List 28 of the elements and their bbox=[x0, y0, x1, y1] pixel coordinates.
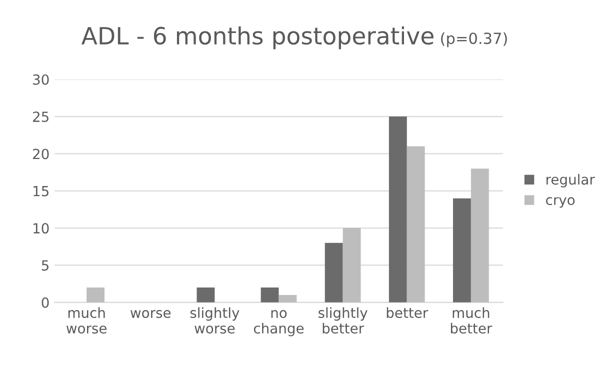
bar bbox=[388, 116, 407, 302]
y-tick-label: 25 bbox=[33, 112, 48, 122]
bar bbox=[324, 242, 343, 302]
legend-label: cryo bbox=[546, 197, 575, 208]
bar bbox=[278, 294, 297, 302]
bar bbox=[453, 198, 471, 302]
x-tick-label: slightly worse bbox=[190, 307, 240, 334]
bar bbox=[342, 228, 361, 302]
x-tick-label: much better bbox=[450, 307, 492, 334]
bar bbox=[470, 168, 489, 302]
x-tick-label: better bbox=[386, 307, 428, 318]
x-tick-label: slightly better bbox=[318, 307, 368, 334]
chart-title: ADL - 6 months postoperative bbox=[81, 26, 434, 50]
x-tick-label: no change bbox=[254, 310, 304, 336]
y-tick-label: 20 bbox=[33, 148, 49, 160]
bar bbox=[406, 146, 425, 302]
y-tick-label: 30 bbox=[33, 74, 49, 85]
y-tick-label: 5 bbox=[42, 260, 48, 271]
x-tick-label: much worse bbox=[66, 307, 107, 334]
x-tick-label: worse bbox=[130, 310, 171, 318]
bar bbox=[260, 288, 279, 302]
bar bbox=[196, 288, 215, 302]
chart-subtitle: (p=0.37) bbox=[441, 32, 507, 48]
legend-label: regular bbox=[546, 174, 595, 188]
y-tick-label: 15 bbox=[34, 186, 48, 196]
y-tick-label: 10 bbox=[34, 223, 49, 234]
y-tick-label: 0 bbox=[42, 297, 49, 308]
bar bbox=[86, 288, 105, 302]
